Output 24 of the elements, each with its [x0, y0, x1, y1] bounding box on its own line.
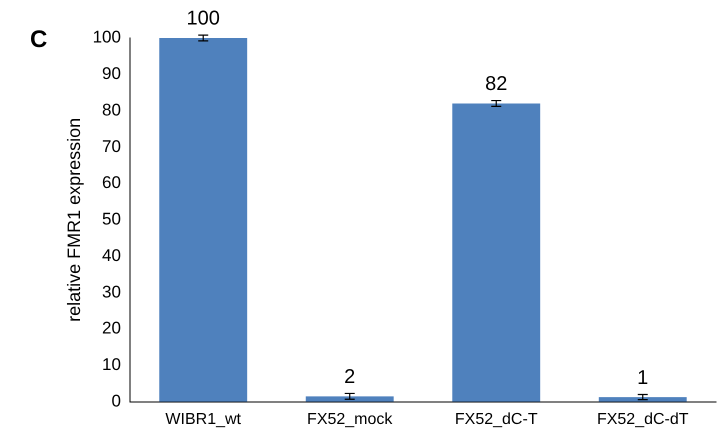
y-axis-title: relative FMR1 expression: [64, 118, 84, 322]
y-tick-label: 100: [92, 28, 121, 47]
y-tick-label: 0: [111, 391, 121, 410]
y-tick-label: 20: [102, 318, 121, 338]
bar: [452, 103, 540, 402]
data-label: 82: [485, 73, 508, 96]
y-tick-label: 50: [102, 210, 121, 229]
data-label: 1: [637, 367, 648, 390]
bar: [159, 38, 248, 402]
y-tick-label: 10: [102, 355, 121, 374]
data-label: 2: [344, 366, 356, 388]
x-tick-label: FX52_dC-T: [454, 410, 538, 428]
y-tick-label: 30: [102, 282, 121, 302]
x-tick-label: WIBR1_wt: [165, 410, 242, 428]
bar: [598, 397, 687, 402]
x-tick-label: FX52_dC-dT: [596, 410, 689, 428]
y-tick-label: 60: [102, 173, 121, 192]
y-tick-label: 90: [102, 64, 121, 84]
y-tick-label: 40: [102, 246, 121, 265]
y-tick-label: 70: [102, 136, 121, 156]
x-tick-label: FX52_mock: [307, 410, 394, 428]
data-label: 100: [186, 8, 220, 30]
y-tick-label: 80: [102, 100, 121, 120]
text: C: [30, 26, 48, 54]
